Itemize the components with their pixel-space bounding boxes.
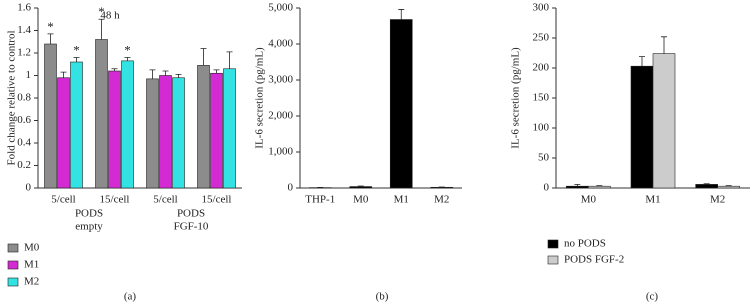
significance-marker: * bbox=[98, 4, 105, 19]
bar bbox=[652, 53, 676, 189]
y-tick-label: 0 bbox=[544, 182, 550, 194]
bar bbox=[146, 78, 159, 189]
error-bar bbox=[162, 70, 169, 76]
legend-swatch bbox=[7, 277, 19, 287]
x-tick-label: M1 bbox=[645, 194, 660, 206]
bar bbox=[70, 61, 83, 189]
legend-swatch bbox=[7, 260, 19, 270]
y-tick-label: 4,000 bbox=[268, 38, 293, 50]
y-tick-label: 100 bbox=[533, 122, 550, 134]
y-tick-label: 150 bbox=[533, 92, 550, 104]
bar bbox=[197, 65, 210, 189]
error-bar bbox=[98, 18, 105, 40]
bar bbox=[566, 185, 589, 189]
legend-label: M1 bbox=[24, 259, 39, 271]
bar bbox=[695, 184, 718, 189]
error-bar bbox=[149, 69, 156, 79]
y-tick-label: 1.2 bbox=[17, 47, 31, 59]
error-bar bbox=[175, 73, 182, 78]
error-bar bbox=[226, 51, 233, 69]
bar bbox=[717, 185, 740, 189]
error-bar bbox=[111, 68, 118, 71]
y-tick-label: 0.2 bbox=[17, 159, 31, 171]
error-bar bbox=[73, 57, 80, 62]
error-bar bbox=[596, 185, 603, 187]
y-tick-label: 0.8 bbox=[17, 92, 31, 104]
bar bbox=[630, 65, 654, 189]
y-tick-label: 300 bbox=[533, 2, 550, 14]
bar bbox=[172, 77, 185, 189]
y-tick-label: 200 bbox=[533, 62, 550, 74]
error-bar bbox=[357, 185, 364, 187]
y-tick-label: 0.6 bbox=[17, 114, 31, 126]
bar bbox=[349, 186, 373, 189]
x-tick-label: 15/cell bbox=[100, 194, 130, 206]
legend-swatch bbox=[7, 243, 19, 253]
error-bar bbox=[200, 48, 207, 66]
panel-label: (a) bbox=[124, 291, 137, 303]
y-tick-label: 0.4 bbox=[17, 137, 31, 149]
error-bar bbox=[574, 184, 581, 187]
error-bar bbox=[60, 71, 67, 78]
bar bbox=[223, 68, 236, 189]
y-axis-label: IL-6 secretion (pg/mL) bbox=[510, 47, 522, 149]
legend-label: M0 bbox=[24, 242, 40, 254]
bar bbox=[389, 19, 413, 189]
error-bar bbox=[398, 9, 405, 20]
significance-marker: * bbox=[124, 42, 131, 57]
bar bbox=[121, 60, 134, 189]
panel-label: (b) bbox=[376, 291, 389, 303]
group-label: PODS bbox=[75, 208, 103, 220]
significance-marker: * bbox=[47, 19, 54, 34]
y-tick-label: 3,000 bbox=[268, 74, 293, 86]
group-label: empty bbox=[75, 221, 103, 233]
error-bar bbox=[703, 183, 710, 185]
y-axis-label: Fold change relative to control bbox=[6, 30, 18, 165]
y-tick-label: 2,000 bbox=[268, 110, 293, 122]
error-bar bbox=[725, 185, 732, 187]
x-tick-label: 5/cell bbox=[51, 194, 75, 206]
x-tick-label: THP-1 bbox=[305, 194, 335, 206]
error-bar bbox=[639, 56, 645, 67]
group-label: FGF-10 bbox=[174, 221, 209, 233]
y-axis-label: IL-6 secretion (pg/mL) bbox=[254, 47, 266, 149]
y-tick-label: 1 bbox=[26, 69, 32, 81]
y-tick-label: 1.6 bbox=[17, 2, 31, 14]
x-tick-label: M2 bbox=[434, 194, 449, 206]
x-tick-label: 15/cell bbox=[202, 194, 232, 206]
bar bbox=[108, 70, 121, 189]
x-tick-label: M0 bbox=[581, 194, 597, 206]
chart-title: 48 h bbox=[100, 10, 120, 22]
legend-swatch bbox=[547, 239, 559, 249]
error-bar bbox=[213, 69, 220, 74]
legend-label: PODS FGF-2 bbox=[564, 254, 624, 266]
group-label: PODS bbox=[177, 208, 205, 220]
y-tick-label: 250 bbox=[533, 32, 550, 44]
significance-marker: * bbox=[73, 42, 80, 57]
bar bbox=[159, 75, 172, 189]
bar bbox=[44, 43, 57, 189]
y-tick-label: 0 bbox=[26, 182, 32, 194]
x-tick-label: M2 bbox=[710, 194, 725, 206]
bar bbox=[210, 72, 223, 189]
legend-swatch bbox=[547, 255, 559, 265]
error-bar bbox=[124, 57, 131, 61]
legend-label: M2 bbox=[24, 276, 39, 288]
y-tick-label: 5,000 bbox=[268, 2, 293, 14]
y-tick-label: 1.4 bbox=[17, 24, 31, 36]
bar bbox=[588, 185, 611, 189]
bar bbox=[95, 39, 108, 189]
panel-label: (c) bbox=[646, 291, 659, 303]
x-tick-label: M1 bbox=[394, 194, 409, 206]
y-tick-label: 0 bbox=[288, 182, 294, 194]
y-tick-label: 50 bbox=[538, 152, 550, 164]
y-tick-label: 1,000 bbox=[268, 146, 293, 158]
legend-label: no PODS bbox=[564, 238, 606, 250]
error-bar bbox=[661, 36, 667, 54]
error-bar bbox=[47, 33, 54, 44]
x-tick-label: 5/cell bbox=[153, 194, 177, 206]
bar bbox=[57, 77, 70, 189]
x-tick-label: M0 bbox=[353, 194, 369, 206]
